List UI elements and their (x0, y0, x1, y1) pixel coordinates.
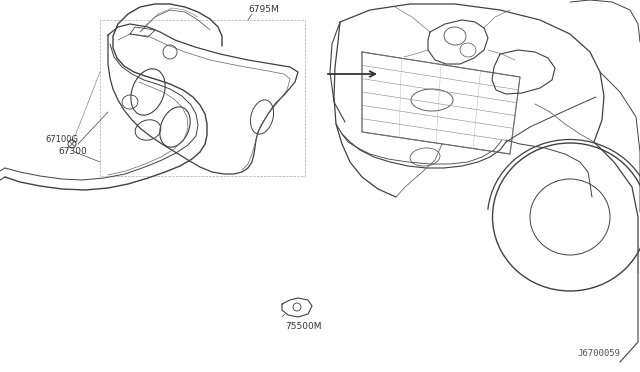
Text: 6795M: 6795M (248, 5, 279, 14)
Text: 67300: 67300 (58, 148, 87, 157)
Text: 75500M: 75500M (285, 322, 321, 331)
Text: J6700059: J6700059 (577, 349, 620, 358)
Text: 67100G: 67100G (45, 135, 78, 144)
